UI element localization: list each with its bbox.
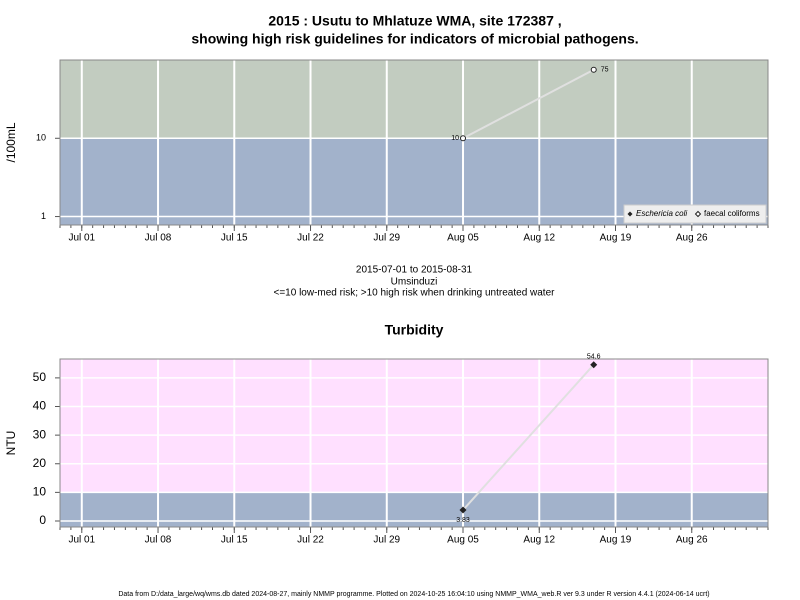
legend-marker (627, 211, 633, 217)
point (590, 66, 597, 73)
x-tick-label: Aug 12 (523, 233, 555, 244)
y-tick-label: 30 (33, 427, 47, 441)
x-tick-label: Jul 08 (145, 535, 172, 546)
y-tick-label: 0 (39, 513, 46, 527)
value-label: 54.6 (587, 354, 601, 361)
value-label: 10 (451, 135, 459, 142)
x-tick-label: Aug 26 (676, 535, 708, 546)
legend-label: Eschericia coli (636, 209, 687, 218)
point (459, 506, 467, 514)
series-line (462, 364, 595, 511)
caption-line: Umsinduzi (391, 277, 438, 288)
x-tick-label: Aug 19 (600, 535, 632, 546)
title-line: 2015 : Usutu to Mhlatuze WMA, site 17238… (268, 13, 561, 29)
x-tick-label: Jul 01 (68, 535, 95, 546)
x-tick-label: Aug 05 (447, 233, 479, 244)
y-tick-label: 10 (36, 133, 46, 143)
plot-frame (59, 59, 769, 226)
x-tick-label: Jul 15 (221, 233, 248, 244)
zone-above (60, 60, 768, 139)
x-tick-label: Jul 01 (68, 233, 95, 244)
zone-below (60, 492, 768, 527)
legend-label: faecal coliforms (704, 209, 760, 218)
y-tick-label: 40 (33, 399, 47, 413)
legend-marker (694, 210, 702, 218)
x-tick-label: Aug 26 (676, 233, 708, 244)
x-tick-label: Jul 29 (373, 233, 400, 244)
y-tick-label: 50 (33, 370, 47, 384)
plot-frame (59, 358, 769, 528)
zone-above (60, 359, 768, 493)
x-tick-label: Jul 08 (145, 233, 172, 244)
y-axis-label: NTU (4, 431, 18, 456)
footer: Data from D:/data_large/wq/wms.db dated … (118, 591, 709, 598)
x-tick-label: Aug 12 (523, 535, 555, 546)
caption-line: 2015-07-01 to 2015-08-31 (356, 265, 473, 276)
point (590, 361, 598, 369)
x-tick-label: Jul 22 (297, 233, 324, 244)
value-label: 3.83 (456, 517, 470, 524)
y-tick-label: 10 (33, 485, 47, 499)
title-line: showing high risk guidelines for indicat… (191, 31, 638, 47)
series-line (462, 68, 595, 140)
y-tick-label: 1 (41, 211, 46, 221)
panel-title: Turbidity (385, 322, 444, 338)
point (460, 135, 467, 142)
caption-line: <=10 low-med risk; >10 high risk when dr… (274, 288, 556, 299)
value-label: 75 (601, 67, 609, 74)
y-axis-label: /100mL (4, 122, 18, 162)
x-tick-label: Jul 29 (373, 535, 400, 546)
x-tick-label: Jul 15 (221, 535, 248, 546)
x-tick-label: Aug 19 (600, 233, 632, 244)
y-tick-label: 20 (33, 456, 47, 470)
x-tick-label: Aug 05 (447, 535, 479, 546)
x-tick-label: Jul 22 (297, 535, 324, 546)
